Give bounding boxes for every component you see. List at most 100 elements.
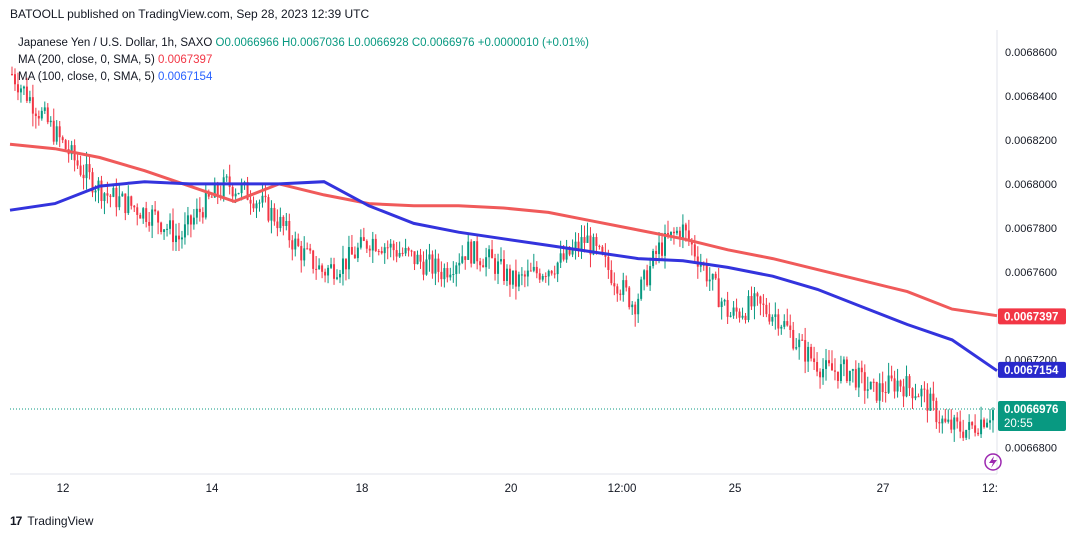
candle-body: [714, 273, 717, 279]
brand-name: TradingView: [27, 514, 94, 528]
candle-body: [607, 256, 610, 270]
candlesticks: [11, 66, 994, 442]
candle-body: [485, 257, 488, 268]
candle-body: [395, 250, 398, 257]
candle-body: [550, 270, 553, 274]
candle-body: [950, 419, 953, 430]
candle-body: [842, 359, 845, 365]
y-tick-label: 0.0067600: [1005, 267, 1057, 279]
candle-body: [40, 110, 43, 119]
candle-body: [195, 208, 198, 218]
candle-body: [350, 247, 353, 255]
symbol-label: Japanese Yen / U.S. Dollar, 1h, SAXO: [18, 37, 213, 49]
candle-body: [717, 278, 720, 308]
countdown-text: 20:55: [1004, 418, 1033, 430]
candle-body: [166, 228, 169, 230]
candle-body: [461, 256, 464, 263]
candle-body: [628, 287, 631, 308]
candle-body: [160, 222, 163, 232]
candle-body: [494, 258, 497, 274]
candle-body: [55, 126, 58, 142]
candle-body: [341, 258, 344, 274]
candle-body: [231, 186, 234, 197]
candle-body: [186, 215, 189, 225]
candle-body: [965, 429, 968, 438]
candle-body: [79, 165, 82, 175]
candle-body: [881, 383, 884, 393]
legend-ma100-row[interactable]: MA (100, close, 0, SMA, 5) 0.0067154: [18, 69, 589, 86]
candle-body: [136, 207, 139, 215]
candle-body: [437, 258, 440, 272]
candle-body: [822, 368, 825, 378]
candle-body: [538, 273, 541, 280]
candle-body: [762, 303, 765, 305]
candle-body: [127, 196, 130, 214]
candle-body: [720, 301, 723, 308]
candle-body: [91, 172, 94, 193]
candle-body: [25, 86, 28, 101]
flash-icon[interactable]: [984, 453, 1002, 471]
tradingview-logo-icon: 17: [10, 514, 22, 528]
candle-body: [920, 388, 923, 397]
candle-body: [362, 237, 365, 241]
candle-body: [240, 184, 243, 194]
candle-body: [142, 208, 145, 219]
last-price-badge-text: 0.0066976: [1004, 404, 1058, 416]
candle-body: [398, 252, 401, 257]
candle-body: [13, 74, 16, 85]
legend-symbol-row[interactable]: Japanese Yen / U.S. Dollar, 1h, SAXO O0.…: [18, 35, 589, 52]
candle-body: [947, 419, 950, 422]
ma200-badge: [998, 308, 1066, 325]
time-axis: 12 14 18 20 12:00 25 27 12:: [57, 483, 998, 495]
candle-body: [151, 209, 154, 226]
candle-body: [962, 431, 965, 438]
candle-body: [646, 270, 649, 286]
candle-body: [911, 388, 914, 399]
candle-body: [425, 259, 428, 275]
candle-body: [273, 207, 276, 222]
candle-body: [571, 248, 574, 255]
candle-body: [103, 193, 106, 202]
candle-body: [452, 274, 455, 276]
candle-body: [213, 184, 216, 198]
candle-body: [312, 250, 315, 269]
candle-body: [693, 244, 696, 257]
candle-body: [401, 252, 404, 254]
candle-body: [330, 264, 333, 268]
candle-body: [866, 389, 869, 391]
candle-body: [738, 311, 741, 318]
candle-body: [106, 193, 109, 196]
candle-body: [64, 140, 67, 150]
candle-body: [497, 261, 500, 274]
candle-body: [389, 243, 392, 248]
candle-body: [765, 304, 768, 315]
candle-body: [46, 107, 49, 123]
candle-body: [11, 73, 13, 75]
candle-body: [625, 280, 628, 288]
candle-body: [383, 247, 386, 254]
y-tick-label: 0.0066800: [1005, 443, 1057, 455]
candle-body: [687, 230, 690, 241]
candle-body: [327, 267, 330, 276]
candle-body: [562, 253, 565, 260]
legend-ma200-row[interactable]: MA (200, close, 0, SMA, 5) 0.0067397: [18, 52, 589, 69]
candle-body: [347, 247, 350, 270]
candle-body: [112, 187, 115, 197]
candle-body: [672, 231, 675, 234]
candle-body: [768, 314, 771, 322]
candle-body: [61, 137, 64, 141]
candle-body: [932, 393, 935, 401]
candle-body: [180, 237, 183, 240]
candle-body: [711, 273, 714, 280]
candle-body: [869, 381, 872, 390]
candle-body: [640, 279, 643, 299]
candle-body: [288, 221, 291, 241]
x-tick-label: 20: [505, 483, 518, 495]
ohlc-values: O0.0066966 H0.0067036 L0.0066928 C0.0066…: [215, 37, 589, 49]
candle-body: [19, 88, 22, 93]
x-tick-label: 18: [356, 483, 369, 495]
candle-body: [306, 248, 309, 250]
candle-body: [598, 245, 601, 247]
candle-body: [613, 283, 616, 287]
